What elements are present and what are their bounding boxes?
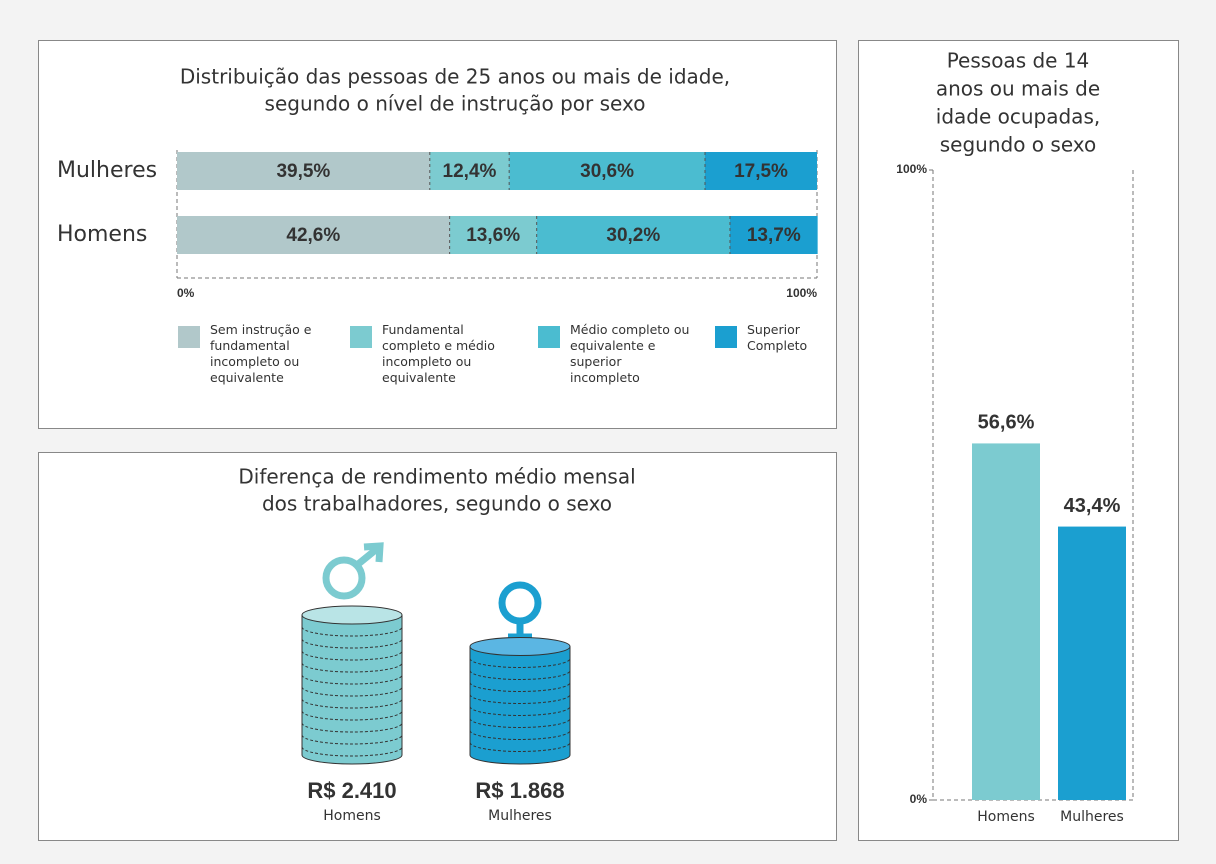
coin-ring	[301, 710, 403, 721]
male-symbol	[322, 542, 384, 600]
legend-swatch	[538, 326, 560, 348]
value-label: 12,4%	[443, 161, 497, 182]
coin-ring	[469, 742, 571, 752]
coin-ring	[301, 662, 403, 673]
value-label: 30,6%	[580, 161, 634, 182]
coin-ring	[469, 682, 571, 692]
y-tick-label: 0%	[910, 792, 928, 806]
category-label: Homens	[977, 809, 1035, 825]
coin-top	[301, 605, 403, 625]
legend-swatch	[715, 326, 737, 348]
value-label: R$ 1.868	[475, 778, 564, 803]
coin-ring	[301, 686, 403, 697]
bar-segment	[509, 152, 705, 190]
category-label: Mulheres	[57, 158, 157, 183]
coin-ring	[301, 746, 403, 757]
chart-title: idade ocupadas,	[936, 105, 1100, 129]
chart-title: segundo o nível de instrução por sexo	[265, 92, 646, 116]
chart-title: segundo o sexo	[940, 133, 1096, 157]
legend-swatch	[178, 326, 200, 348]
legend-label: Médio completo ou equivalente e superior…	[570, 322, 690, 385]
chart-title: anos ou mais de	[936, 77, 1100, 101]
coin-ring	[469, 706, 571, 716]
value-label: 17,5%	[734, 161, 788, 182]
value-label: 30,2%	[606, 225, 660, 246]
coin-ring	[301, 650, 403, 661]
legend-item: Médio completo ou equivalente e superior…	[570, 322, 690, 385]
chart-title: Distribuição das pessoas de 25 anos ou m…	[180, 65, 730, 89]
value-label: 42,6%	[286, 225, 340, 246]
legend-item: Superior Completo	[747, 322, 808, 353]
value-label: 43,4%	[1064, 495, 1121, 517]
value-label: 13,7%	[747, 225, 801, 246]
bar-segment	[536, 216, 730, 254]
x-tick-label: 0%	[177, 286, 195, 300]
panel	[38, 452, 837, 841]
chart-title: Diferença de rendimento médio mensal	[238, 465, 635, 489]
bar	[1058, 526, 1126, 800]
category-label: Mulheres	[488, 808, 552, 824]
bar-segment	[177, 216, 450, 254]
bar-segment	[177, 152, 430, 190]
category-label: Mulheres	[1060, 809, 1124, 825]
value-label: 39,5%	[276, 161, 330, 182]
legend-label: Fundamental completo e médio incompleto …	[382, 322, 495, 385]
chart-title: Pessoas de 14	[947, 49, 1090, 73]
chart-title: dos trabalhadores, segundo o sexo	[262, 492, 612, 516]
coin-ring	[301, 734, 403, 745]
value-label: 13,6%	[466, 225, 520, 246]
coin-ring	[301, 626, 403, 637]
legend-item: Fundamental completo e médio incompleto …	[382, 322, 495, 385]
coin-ring	[469, 670, 571, 680]
coin-ring	[301, 638, 403, 649]
coin-top	[469, 636, 571, 656]
coin-ring	[469, 730, 571, 740]
bar-segment	[705, 152, 817, 190]
x-tick-label: 100%	[786, 286, 817, 300]
coin-ring	[301, 722, 403, 733]
bar-segment	[449, 216, 537, 254]
value-label: 56,6%	[978, 412, 1035, 434]
coin-ring	[301, 674, 403, 685]
legend-swatch	[350, 326, 372, 348]
value-label: R$ 2.410	[307, 778, 396, 803]
y-tick-label: 100%	[896, 162, 927, 176]
legend-label: Superior Completo	[747, 322, 808, 353]
bar-segment	[729, 216, 818, 254]
bar	[972, 443, 1040, 800]
bar-segment	[429, 152, 510, 190]
legend-label: Sem instrução e fundamental incompleto o…	[210, 322, 312, 385]
coin-ring	[469, 658, 571, 668]
category-label: Homens	[323, 808, 381, 824]
legend-item: Sem instrução e fundamental incompleto o…	[210, 322, 312, 385]
coin-ring	[301, 698, 403, 709]
coin-ring	[469, 718, 571, 728]
category-label: Homens	[57, 222, 147, 247]
coin-ring	[469, 694, 571, 704]
